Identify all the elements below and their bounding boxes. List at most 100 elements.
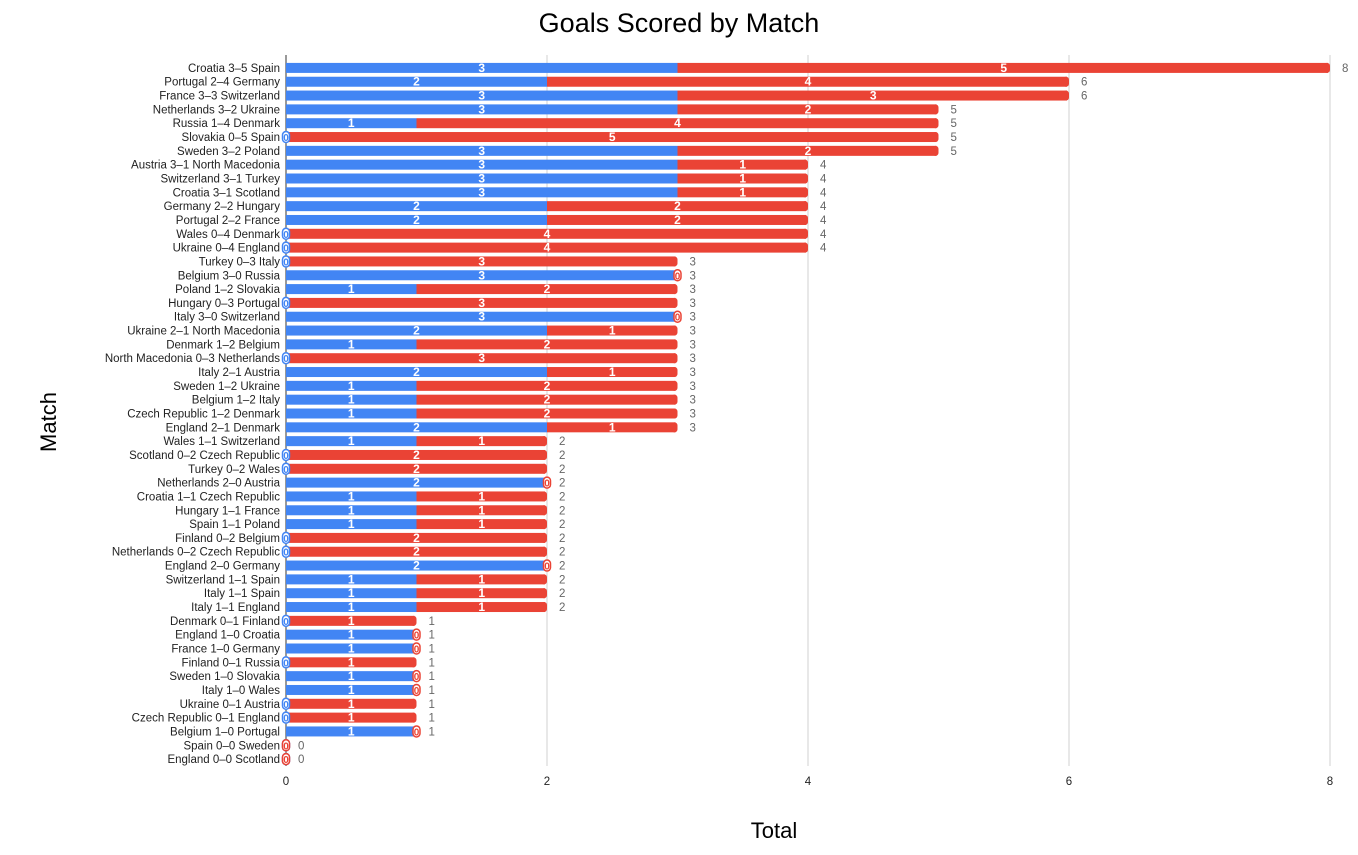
- total-label: 2: [559, 464, 565, 476]
- bar-series-1: [286, 422, 547, 433]
- bar-series-2-end: [932, 118, 939, 129]
- data-label-series-1: 2: [413, 75, 420, 89]
- data-label-series-1: 3: [478, 172, 485, 186]
- zero-marker-series-1: [281, 448, 291, 462]
- zero-marker-series-2: [412, 642, 421, 655]
- total-label: 4: [820, 174, 827, 186]
- bar-series-2-end: [671, 325, 678, 336]
- total-label: 4: [820, 229, 827, 241]
- x-tick-label: 4: [805, 776, 812, 788]
- data-label-series-1: 0: [283, 299, 289, 310]
- bar-series-2-end: [671, 339, 678, 350]
- data-label-series-2: 1: [609, 324, 616, 338]
- bar-series-2: [677, 159, 806, 170]
- data-label-series-2: 0: [544, 562, 550, 573]
- category-label: Czech Republic 0–1 England: [132, 713, 280, 725]
- data-label-series-1: 3: [478, 89, 485, 103]
- category-label: Austria 3–1 North Macedonia: [131, 160, 281, 172]
- category-label: Sweden 3–2 Poland: [177, 146, 280, 158]
- x-tick-label: 0: [283, 776, 289, 788]
- data-label-series-2: 1: [478, 517, 485, 531]
- data-label-series-2: 5: [609, 130, 616, 144]
- data-label-series-2: 0: [414, 672, 420, 683]
- data-label-series-1: 0: [283, 133, 289, 144]
- bar-series-2-end: [410, 698, 417, 709]
- total-label: 3: [690, 367, 696, 379]
- total-label: 1: [429, 644, 435, 656]
- zero-marker-series-2: [673, 310, 682, 323]
- data-label-series-2: 0: [414, 631, 420, 642]
- bar-series-1: [286, 367, 547, 378]
- data-label-series-2: 3: [478, 254, 485, 268]
- total-label: 2: [559, 450, 565, 462]
- bar-series-1: [286, 214, 547, 225]
- bar-series-2-end: [671, 353, 678, 364]
- total-label: 3: [690, 298, 696, 310]
- category-label: Croatia 3–1 Scotland: [173, 187, 280, 199]
- bar-series-2: [286, 353, 676, 364]
- bar-series-1: [286, 588, 417, 599]
- bar-series-2-end: [932, 145, 939, 156]
- bar-series-2-end: [541, 463, 547, 474]
- bar-series-2: [416, 380, 676, 391]
- data-label-series-2: 1: [478, 586, 485, 600]
- bar-series-2-end: [802, 201, 808, 212]
- total-label: 2: [559, 588, 565, 600]
- bar-series-2: [416, 339, 676, 350]
- total-label: 1: [429, 671, 435, 683]
- total-label: 0: [298, 740, 304, 752]
- data-label-series-1: 1: [348, 434, 355, 448]
- data-label-series-1: 1: [348, 503, 355, 517]
- zero-marker-series-1: [281, 255, 291, 268]
- bar-series-2: [677, 187, 806, 198]
- total-label: 2: [559, 519, 565, 531]
- bar-series-2-end: [932, 104, 939, 115]
- total-label: 4: [820, 201, 827, 213]
- data-label-series-2: 0: [675, 313, 681, 324]
- data-label-series-2: 2: [674, 213, 681, 227]
- category-label: Portugal 2–2 France: [176, 215, 280, 227]
- category-label: Germany 2–2 Hungary: [164, 201, 281, 213]
- total-label: 3: [690, 381, 696, 393]
- data-label-series-2: 1: [478, 503, 485, 517]
- bar-series-2-end: [410, 657, 417, 668]
- bar-series-1: [286, 436, 417, 447]
- zero-marker-series-1: [281, 130, 291, 144]
- data-label-series-2: 3: [478, 351, 485, 365]
- data-label-series-2: 2: [544, 379, 551, 393]
- total-label: 3: [690, 353, 696, 365]
- data-label-series-2: 0: [414, 686, 420, 697]
- bar-series-2-end: [541, 505, 547, 516]
- total-label: 4: [820, 187, 827, 199]
- bar-series-2: [416, 491, 545, 502]
- total-label: 5: [951, 104, 957, 116]
- bar-series-1: [286, 201, 547, 212]
- data-label-series-1: 3: [478, 158, 485, 172]
- data-label-series-1: 2: [413, 324, 420, 338]
- bar-series-2-end: [671, 256, 678, 267]
- bar-series-2: [286, 449, 545, 460]
- bar-series-1: [286, 76, 547, 87]
- bar-series-2-end: [541, 532, 547, 543]
- data-label-series-1: 0: [283, 700, 289, 711]
- data-label-series-1: 1: [348, 669, 355, 683]
- data-label-series-1: 0: [283, 534, 289, 545]
- category-label: Turkey 0–3 Italy: [199, 256, 281, 268]
- data-label-series-2: 1: [478, 489, 485, 503]
- total-label: 3: [690, 326, 696, 338]
- category-label: Russia 1–4 Denmark: [173, 118, 281, 130]
- total-label: 5: [951, 118, 957, 130]
- bar-series-2-end: [671, 408, 678, 419]
- data-label-series-1: 3: [478, 310, 485, 324]
- bar-series-2: [416, 519, 545, 530]
- data-label-series-2: 1: [348, 697, 355, 711]
- category-label: Belgium 3–0 Russia: [178, 270, 281, 282]
- bar-series-2: [286, 132, 937, 143]
- category-label: Czech Republic 1–2 Denmark: [127, 409, 280, 421]
- bar-series-1: [286, 408, 417, 419]
- data-label-series-2: 2: [413, 448, 420, 462]
- data-label-series-1: 1: [348, 724, 355, 738]
- bar-series-2-end: [671, 367, 678, 378]
- data-label-series-2: 0: [544, 479, 550, 490]
- bar-series-2: [677, 145, 937, 156]
